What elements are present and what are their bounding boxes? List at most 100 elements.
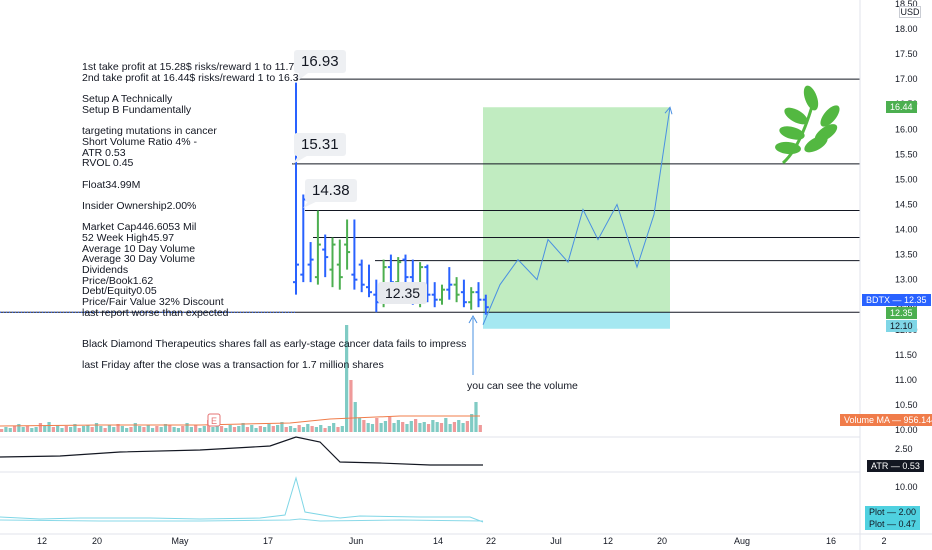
- volume-bar: [414, 419, 418, 432]
- volume-bar: [125, 428, 129, 432]
- x-tick-label: May: [171, 536, 189, 546]
- volume-bar: [21, 427, 25, 432]
- volume-bar: [232, 427, 237, 432]
- note-line: Price/Fair Value 32% Discount: [82, 296, 224, 309]
- leaf-blade: [779, 126, 805, 140]
- volume-bar: [181, 426, 185, 432]
- volume-bar: [388, 417, 392, 432]
- projection-arrowhead: [664, 106, 673, 115]
- leaf-stem: [781, 102, 815, 165]
- volume-bar: [336, 427, 340, 432]
- note-line: Average 30 Day Volume: [82, 253, 196, 266]
- y-tick-label: 17.00: [895, 74, 918, 84]
- plot-line-1: [0, 476, 484, 523]
- volume-bar: [431, 420, 435, 432]
- volume-bar: [228, 425, 232, 432]
- volume-note: you can see the volume: [467, 380, 578, 392]
- x-tick-label: 17: [263, 536, 273, 546]
- y-tick-label: 11.50: [895, 350, 917, 360]
- note-line: 1st take profit at 15.28$ risks/reward 1…: [82, 61, 295, 73]
- note-line: [82, 169, 299, 180]
- volume-bar: [219, 426, 224, 432]
- volume-bar: [401, 422, 405, 432]
- volume-bar: [258, 426, 262, 432]
- volume-bar: [189, 427, 193, 432]
- volume-bar: [323, 428, 327, 432]
- volume-bar: [319, 425, 323, 432]
- volume-bar: [245, 427, 250, 432]
- note-line: Average 10 Day Volume: [82, 242, 196, 255]
- currency-label[interactable]: USD: [899, 6, 921, 18]
- annotation-notes: 1st take profit at 15.28$ risks/reward 1…: [82, 62, 299, 319]
- stop-zone: [483, 312, 670, 329]
- volume-bar: [357, 418, 362, 432]
- volume-bar: [4, 427, 8, 432]
- volume-bar: [379, 423, 383, 432]
- volume-bar: [211, 427, 215, 432]
- volume-bar: [202, 426, 206, 432]
- y-tick-label: 16.00: [895, 124, 918, 134]
- volume-bar: [8, 428, 12, 432]
- volume-bar: [133, 423, 137, 432]
- note-line: targeting mutations in cancer: [82, 125, 217, 138]
- volume-bar: [163, 424, 168, 432]
- callout-14-38[interactable]: 14.38: [305, 179, 357, 202]
- volume-bar: [392, 423, 396, 432]
- volume-bar: [30, 428, 34, 432]
- earnings-marker-label: E: [211, 416, 217, 426]
- note-line: 2nd take profit at 16.44$ risks/reward 1…: [82, 71, 299, 84]
- volume-bar: [254, 428, 258, 432]
- x-tick-label: 20: [657, 536, 667, 546]
- volume-bar: [405, 424, 409, 432]
- x-tick-label: 12: [603, 536, 613, 546]
- note-line: Debt/Equity0.05: [82, 285, 157, 298]
- atr-tag: ATR — 0.53: [867, 460, 924, 472]
- plot-line-2: [0, 518, 484, 522]
- volume-bar: [448, 424, 452, 432]
- volume-bar: [353, 402, 357, 432]
- volume-bar: [69, 427, 73, 432]
- projection-path: [482, 107, 671, 325]
- volume-bar: [280, 422, 284, 432]
- x-tick-label: 16: [826, 536, 836, 546]
- volume-bar: [138, 426, 142, 432]
- current-price-tag: 12.35: [886, 307, 917, 319]
- x-tick-label: Jul: [550, 536, 562, 546]
- volume-bar: [194, 425, 198, 432]
- volume-bar: [172, 427, 176, 432]
- volume-bar: [215, 424, 219, 432]
- note-line: ATR 0.53: [82, 146, 126, 159]
- volume-bar: [241, 423, 245, 432]
- volume-bar: [284, 427, 288, 432]
- transaction-note: last Friday after the close was a transa…: [82, 359, 384, 371]
- leaf-blade: [803, 85, 819, 111]
- volume-bar: [444, 418, 448, 432]
- leaf-blade: [784, 107, 808, 125]
- volume-bar: [293, 428, 297, 432]
- volume-bar: [155, 426, 159, 432]
- note-line: Setup B Fundamentally: [82, 103, 192, 116]
- volume-bar: [129, 427, 133, 432]
- x-tick-label: 14: [433, 536, 443, 546]
- callout-12-35[interactable]: 12.35: [378, 282, 428, 304]
- y-tick-label: 10.00: [895, 425, 918, 435]
- callout-pointer: [296, 70, 312, 82]
- volume-bar: [409, 421, 413, 432]
- callout-15-31[interactable]: 15.31: [294, 133, 346, 156]
- y-tick-label: 18.50: [895, 0, 918, 9]
- volume-bar: [349, 380, 353, 432]
- leaf-icon: [775, 85, 840, 165]
- volume-bar: [198, 428, 202, 432]
- y-tick-label: 14.50: [895, 199, 918, 209]
- volume-bar: [478, 425, 482, 432]
- volume-bar: [465, 421, 469, 432]
- volume-bar: [99, 426, 103, 432]
- note-line: Market Cap446.6053 Mil: [82, 221, 197, 234]
- volume-bar: [56, 425, 60, 432]
- volume-bar: [51, 427, 55, 432]
- callout-16-93[interactable]: 16.93: [294, 50, 346, 73]
- volume-bar: [90, 427, 94, 432]
- note-line: 52 Week High45.97: [82, 232, 175, 244]
- volume-bar: [362, 420, 366, 432]
